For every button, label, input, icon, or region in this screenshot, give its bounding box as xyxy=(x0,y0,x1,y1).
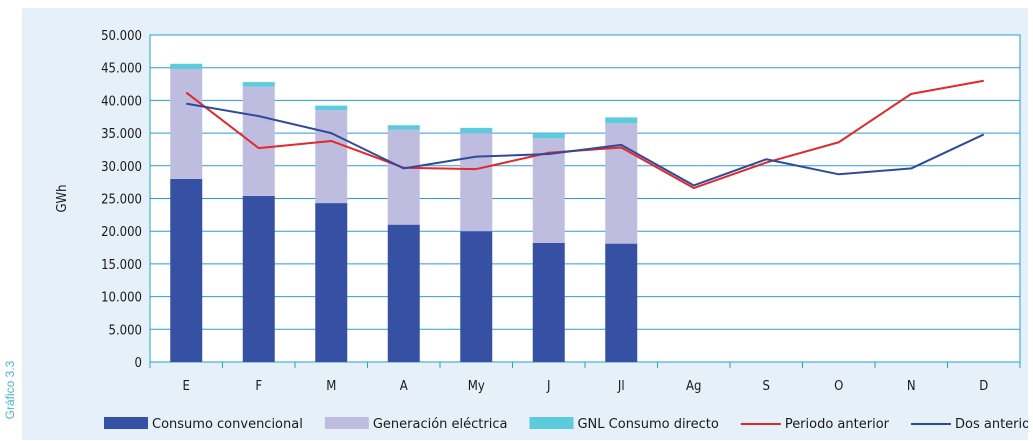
x-tick-label: F xyxy=(255,379,262,394)
bar-segment xyxy=(170,69,203,179)
legend-label: GNL Consumo directo xyxy=(577,417,718,432)
bar-segment xyxy=(460,231,493,362)
bar-segment xyxy=(532,133,565,139)
legend-swatch xyxy=(529,417,574,429)
bar-segment xyxy=(605,117,638,124)
y-tick-label: 0 xyxy=(135,356,142,371)
bar-segment xyxy=(315,203,348,362)
legend-label: Consumo convencional xyxy=(152,417,303,432)
bar-segment xyxy=(242,82,275,87)
bar-segment xyxy=(170,63,203,70)
bar-segment xyxy=(242,195,275,362)
bar-segment xyxy=(315,105,348,111)
x-tick-label: M xyxy=(326,379,336,394)
x-tick-label: E xyxy=(183,379,190,394)
legend-label: Dos anteriores xyxy=(955,417,1028,432)
chart-svg: 0 5.000 10.000 15.000 20.000 25.000 30.000 35.0… xyxy=(55,29,1028,432)
y-tick-label: 25.000 xyxy=(101,193,142,208)
y-axis-title: GWh xyxy=(55,184,70,212)
y-tick-label: 35.000 xyxy=(101,127,142,142)
bar-segment xyxy=(460,133,493,232)
x-tick-label: O xyxy=(834,379,843,394)
x-tick-label: N xyxy=(907,379,916,394)
chart-panel: 0 5.000 10.000 15.000 20.000 25.000 30.000 35.0… xyxy=(22,8,1028,440)
legend-swatch xyxy=(324,417,369,429)
y-tick-label: 15.000 xyxy=(101,258,142,273)
y-tick-label: 50.000 xyxy=(101,29,142,44)
x-tick-label: D xyxy=(979,379,988,394)
x-tick-label: My xyxy=(468,379,485,394)
bar-segment xyxy=(315,110,348,204)
side-label-text: Gráfico 3.3 xyxy=(3,360,17,420)
series-line xyxy=(186,102,985,187)
y-tick-label: 40.000 xyxy=(101,94,142,109)
side-label: Gráfico 3.3 xyxy=(0,340,20,440)
x-tick-label: Ag xyxy=(686,379,701,394)
y-tick-label: 45.000 xyxy=(101,62,142,77)
y-tick-label: 30.000 xyxy=(101,160,142,175)
y-tick-label: 20.000 xyxy=(101,225,142,240)
bar-segment xyxy=(605,123,638,244)
bar-segment xyxy=(460,127,493,134)
y-tick-label: 5.000 xyxy=(109,323,142,338)
bar-segment xyxy=(532,242,565,362)
legend-label: Periodo anterior xyxy=(785,417,890,432)
bar-segment xyxy=(387,224,420,362)
x-tick-label: J xyxy=(546,379,550,394)
y-tick-label: 10.000 xyxy=(101,291,142,306)
bar-segment xyxy=(387,129,420,225)
x-tick-label: A xyxy=(400,379,408,394)
legend-label: Generación eléctrica xyxy=(373,417,508,432)
x-tick-label: Jl xyxy=(617,379,625,394)
bar-segment xyxy=(387,125,420,130)
bar-segment xyxy=(170,178,203,362)
bar-segment xyxy=(242,86,275,196)
bar-segment xyxy=(605,243,638,362)
legend-swatch xyxy=(104,417,148,429)
x-tick-label: S xyxy=(763,379,770,394)
